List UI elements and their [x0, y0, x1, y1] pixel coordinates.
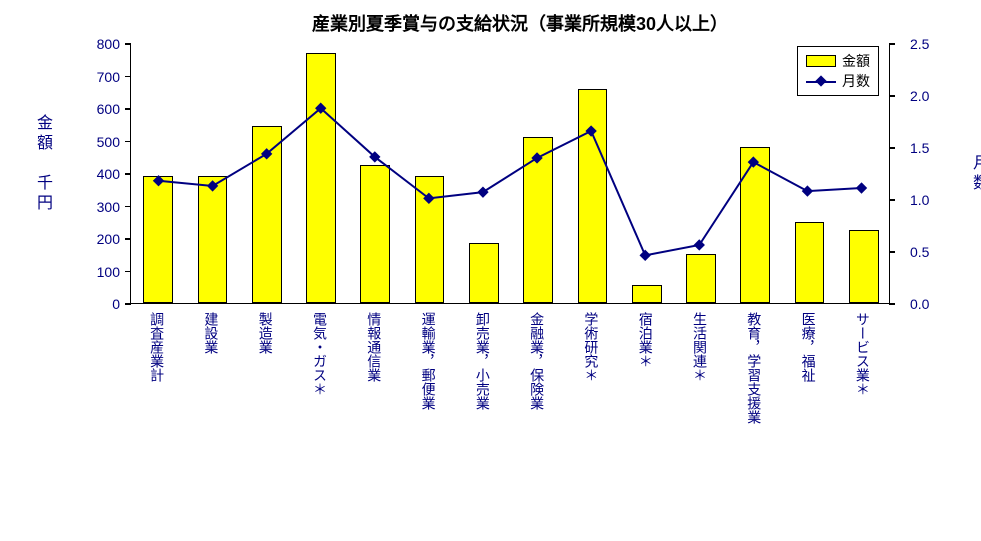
plot-area: 金額 月数 [130, 44, 890, 304]
y-right-tick: 2.0 [910, 88, 960, 104]
x-axis-category-label: 製造業 [256, 312, 276, 354]
y-right-tickmark [889, 147, 895, 149]
x-axis-category-label: 教育，学習支援業 [744, 312, 764, 424]
x-axis-category-label: 運輸業，郵便業 [419, 312, 439, 410]
x-axis-category-label: 金融業，保険業 [527, 312, 547, 410]
x-axis-category-label: 調査産業計 [147, 312, 167, 382]
y-left-tick: 100 [70, 264, 120, 280]
line-series-path [159, 108, 862, 255]
y-right-tick: 1.0 [910, 192, 960, 208]
x-axis-category-label: 電気・ガス＊ [310, 312, 330, 396]
x-axis-category-label: サービス業＊ [853, 312, 873, 396]
y-right-tick: 1.5 [910, 140, 960, 156]
y-left-tick: 200 [70, 231, 120, 247]
y-left-tick: 400 [70, 166, 120, 182]
line-marker-diamond-icon [478, 187, 488, 197]
y-left-tick: 300 [70, 199, 120, 215]
y-left-tick: 600 [70, 101, 120, 117]
y-right-tickmark [889, 43, 895, 45]
y-left-tickmark [125, 43, 131, 45]
x-axis-category-label: 医療，福祉 [799, 312, 819, 382]
x-axis-category-label: 生活関連＊ [690, 312, 710, 382]
x-axis-category-label: 宿泊業＊ [636, 312, 656, 368]
x-axis-category-label: 情報通信業 [364, 312, 384, 382]
y-axis-left-label: 金額 千円 [30, 114, 54, 214]
y-left-tick: 700 [70, 69, 120, 85]
y-left-tickmark [125, 271, 131, 273]
y-left-tick: 500 [70, 134, 120, 150]
line-marker-diamond-icon [208, 181, 218, 191]
y-right-tickmark [889, 199, 895, 201]
y-left-tick: 0 [70, 296, 120, 312]
y-right-tick: 0.5 [910, 244, 960, 260]
y-right-tickmark [889, 95, 895, 97]
line-marker-diamond-icon [748, 157, 758, 167]
y-axis-left: 0100200300400500600700800 [70, 44, 120, 304]
y-left-tickmark [125, 76, 131, 78]
line-marker-diamond-icon [154, 176, 164, 186]
y-left-tickmark [125, 238, 131, 240]
y-left-tickmark [125, 173, 131, 175]
line-marker-diamond-icon [857, 183, 867, 193]
y-axis-right: 0.00.51.01.52.02.5 [910, 44, 960, 304]
x-axis-category-label: 建設業 [201, 312, 221, 354]
y-left-tickmark [125, 206, 131, 208]
y-left-tickmark [125, 108, 131, 110]
line-svg [131, 44, 889, 303]
y-right-tick: 2.5 [910, 36, 960, 52]
chart-container: 産業別夏季賞与の支給状況（事業所規模30人以上） 金額 千円 月数 010020… [40, 10, 940, 530]
plot-wrap: 金額 千円 月数 0100200300400500600700800 0.00.… [40, 44, 940, 324]
y-left-tickmark [125, 303, 131, 305]
line-marker-diamond-icon [586, 126, 596, 136]
line-marker-diamond-icon [640, 250, 650, 260]
line-marker-diamond-icon [694, 240, 704, 250]
chart-title: 産業別夏季賞与の支給状況（事業所規模30人以上） [40, 10, 940, 36]
line-marker-diamond-icon [532, 153, 542, 163]
line-marker-diamond-icon [802, 186, 812, 196]
y-right-tickmark [889, 251, 895, 253]
x-axis-category-label: 卸売業，小売業 [473, 312, 493, 410]
y-left-tick: 800 [70, 36, 120, 52]
y-left-tickmark [125, 141, 131, 143]
x-axis-category-label: 学術研究＊ [581, 312, 601, 382]
y-axis-right-label: 月数 [966, 154, 981, 194]
y-right-tickmark [889, 303, 895, 305]
y-right-tick: 0.0 [910, 296, 960, 312]
